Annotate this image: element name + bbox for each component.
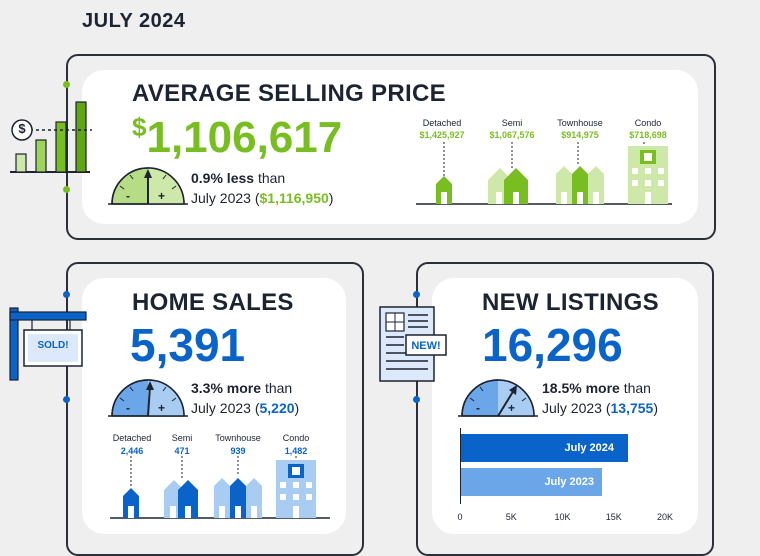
price-type-value-detached: $1,425,927 [419,130,465,140]
sales-change-pct: 3.3% more [191,380,262,396]
sales-change-word: than [264,380,293,396]
price-amount: $1,106,617 [132,112,342,163]
sales-prev-label: July 2023 ( [191,400,260,416]
sales-card-outline [66,262,364,556]
price-prev-currency: $ [259,190,268,206]
dollar-sign-icon: $ [18,121,26,136]
price-gauge-plus: + [158,189,166,203]
price-currency: $ [132,112,147,142]
report-month: JULY 2024 [82,10,186,32]
sales-prev-value: 5,220 [259,400,295,416]
price-type-houses [416,142,672,205]
listings-prev-label: July 2023 ( [542,400,611,416]
bar-july-2024: July 2024 [461,434,629,462]
listings-connector-dot-bottom [413,396,420,403]
chart-axis-line [460,428,461,504]
x-tick-20k: 20K [656,512,673,522]
sales-type-value-condo: 1,482 [284,446,308,456]
price-type-value-semi: $1,067,576 [489,130,535,140]
sales-type-label-semi: Semi [171,433,193,443]
listings-gauge-plus: + [508,401,516,415]
x-tick-10k: 10K [554,512,571,522]
price-prev-value: 1,116,950 [267,190,329,206]
listings-connector-dot-top [413,291,420,298]
price-amount-value: 1,106,617 [146,113,343,162]
listings-change-pct: 18.5% more [542,380,620,396]
sales-title: HOME SALES [132,289,294,316]
listings-prev-value: 13,755 [610,400,654,416]
bar-label-july-2024: July 2024 [564,442,615,454]
sales-amount: 5,391 [130,319,246,371]
sales-type-value-detached: 2,446 [120,446,144,456]
price-change-word: than [257,170,286,186]
listings-gauge-minus: - [476,401,480,415]
x-tick-15k: 15K [605,512,622,522]
price-type-label-townhouse: Townhouse [557,118,603,128]
sold-sign-icon [9,307,87,381]
price-gauge-icon [108,167,188,205]
listings-prev-close: ) [653,400,658,416]
listings-gauge-icon [458,379,538,417]
sales-type-houses [110,456,330,519]
sales-type-label-townhouse: Townhouse [215,433,261,443]
price-growth-icon [10,101,92,173]
sales-gauge-plus: + [158,401,166,415]
sales-type-value-semi: 471 [174,446,190,456]
listings-change: 18.5% more than July 2023 (13,755) [542,378,658,418]
price-change-pct: 0.9% less [191,170,255,186]
price-change: 0.9% less than July 2023 ($1,116,950) [191,168,333,208]
x-tick-0: 0 [457,512,463,522]
sales-type-label-condo: Condo [282,433,310,443]
price-prev-close: ) [328,190,334,206]
listings-title: NEW LISTINGS [482,289,659,316]
price-prev-label: July 2023 ( [191,190,260,206]
sales-change: 3.3% more than July 2023 (5,220) [191,378,299,418]
sales-gauge-icon [108,379,188,417]
price-connector-dot-bottom [63,186,70,193]
sales-type-value-townhouse: 939 [230,446,246,456]
price-type-value-townhouse: $914,975 [561,130,599,140]
x-tick-5k: 5K [505,512,517,522]
sales-gauge-minus: - [126,401,130,415]
sold-sign-text: SOLD! [37,340,69,351]
sales-type-label-detached: Detached [112,433,152,443]
price-type-label-semi: Semi [501,118,523,128]
listings-bar-chart: July 2024 July 2023 0 5K 10K 15K 20K [457,428,673,528]
price-type-label-condo: Condo [634,118,662,128]
sales-connector-dot-bottom [63,396,70,403]
listings-card-outline [416,262,714,556]
sales-connector-dot-top [63,291,70,298]
newspaper-icon [379,306,447,382]
price-connector-dot-top [63,81,70,88]
new-badge-text: NEW! [411,340,441,352]
listings-change-word: than [623,380,651,396]
price-card-outline [66,54,716,240]
listings-amount: 16,296 [482,319,623,371]
bar-july-2023: July 2023 [461,468,602,496]
bar-label-july-2023: July 2023 [544,476,594,488]
price-title: AVERAGE SELLING PRICE [132,80,446,107]
price-type-value-condo: $718,698 [629,130,667,140]
sales-prev-close: ) [294,400,300,416]
price-type-label-detached: Detached [422,118,462,128]
price-gauge-minus: - [126,189,130,203]
